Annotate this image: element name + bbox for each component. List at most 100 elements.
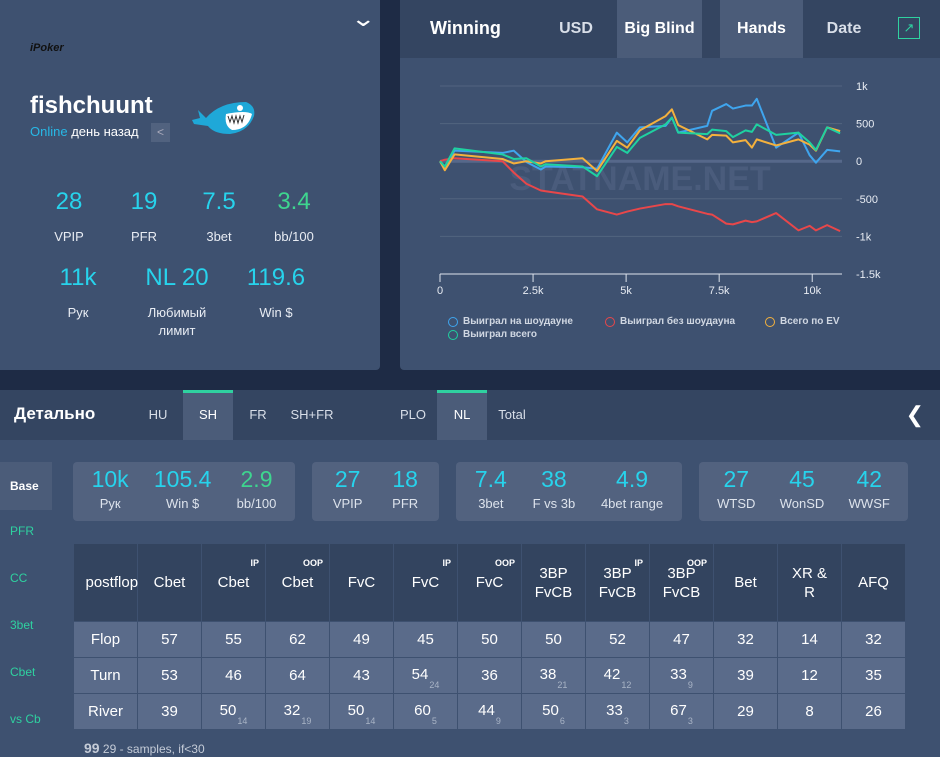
tab-hands[interactable]: Hands bbox=[720, 0, 803, 58]
y-tick-label: 1k bbox=[856, 81, 868, 93]
column-header: Cbet IP bbox=[201, 543, 266, 622]
column-header: 3BP FvCB OOP bbox=[649, 543, 714, 622]
legend-non-showdown[interactable]: Выиграл без шоудауна bbox=[605, 316, 735, 327]
side-tab-pfr[interactable]: PFR bbox=[10, 524, 34, 538]
tab-big-blind[interactable]: Big Blind bbox=[617, 0, 702, 58]
table-cell: 55 bbox=[201, 621, 266, 658]
table-cell: 673 bbox=[649, 693, 714, 730]
table-cell: 5014 bbox=[201, 693, 266, 730]
online-status: Online день назад bbox=[30, 124, 139, 139]
table-cell: 35 bbox=[841, 657, 906, 694]
x-tick-label: 0 bbox=[437, 285, 443, 297]
table-cell: 64 bbox=[265, 657, 330, 694]
stat-3bet: 7.5 3bet bbox=[202, 188, 236, 244]
table-cell: 50 bbox=[521, 621, 586, 658]
table-cell: 29 bbox=[713, 693, 778, 730]
card-showdown: 27 WTSD 45 WonSD 42 WWSF bbox=[699, 462, 908, 521]
table-cell: 39 bbox=[137, 693, 202, 730]
table-cell: 506 bbox=[521, 693, 586, 730]
profile-panel: ⌄ iPoker fishchuunt Online день назад < … bbox=[0, 0, 380, 370]
column-header: FvC OOP bbox=[457, 543, 522, 622]
legend-ev[interactable]: Всего по EV bbox=[765, 316, 840, 327]
table-cell: 52 bbox=[585, 621, 650, 658]
x-tick-label: 10k bbox=[803, 285, 821, 297]
postflop-table: postflop Cbet Cbet IP Cbet OOP FvC FvC IP FvC OOP 3… bbox=[73, 543, 906, 730]
series-line-2 bbox=[439, 108, 841, 172]
table-cell: 49 bbox=[329, 621, 394, 658]
column-header: 3BP FvCB IP bbox=[585, 543, 650, 622]
table-cell: 57 bbox=[137, 621, 202, 658]
online-label: Online bbox=[30, 124, 68, 139]
chart-header: Winning USD Big Blind Hands Date ↗ bbox=[400, 0, 940, 58]
stat-pfr: 19 PFR bbox=[130, 188, 158, 244]
table-cell: 8 bbox=[777, 693, 842, 730]
table-row: River 39 5014 3219 5014 605 449 506 333 673 29 8 26 bbox=[73, 693, 906, 730]
column-header: AFQ bbox=[841, 543, 906, 622]
table-row: Turn 53 46 64 43 5424 36 3821 4212 339 39 12 35 bbox=[73, 657, 906, 694]
tab-sh[interactable]: SH bbox=[183, 390, 233, 440]
series-line-3 bbox=[439, 116, 841, 178]
side-tab-cc[interactable]: CC bbox=[10, 571, 28, 585]
table-cell: 333 bbox=[585, 693, 650, 730]
stat-hands: 11k Рук bbox=[59, 264, 97, 320]
column-header: Cbet bbox=[137, 543, 202, 622]
y-tick-label: -1k bbox=[856, 231, 872, 243]
legend-total[interactable]: Выиграл всего bbox=[448, 329, 537, 340]
expand-icon[interactable]: ↗ bbox=[898, 17, 920, 39]
column-header: FvC IP bbox=[393, 543, 458, 622]
tab-hu[interactable]: HU bbox=[148, 407, 168, 422]
table-cell: 5014 bbox=[329, 693, 394, 730]
legend-showdown[interactable]: Выиграл на шоудауне bbox=[448, 316, 573, 327]
series-line-1 bbox=[439, 157, 841, 233]
tab-fr[interactable]: FR bbox=[249, 407, 267, 422]
x-tick-label: 2.5k bbox=[523, 285, 544, 297]
table-cell: 46 bbox=[201, 657, 266, 694]
side-tab-base[interactable]: Base bbox=[0, 462, 52, 510]
table-cell: 3219 bbox=[265, 693, 330, 730]
table-row: Flop 57 55 62 49 45 50 50 52 47 32 14 32 bbox=[73, 621, 906, 658]
tab-usd[interactable]: USD bbox=[559, 20, 593, 37]
detail-title: Детально bbox=[14, 404, 96, 423]
table-cell: 32 bbox=[713, 621, 778, 658]
tab-total[interactable]: Total bbox=[498, 407, 526, 422]
table-cell: 32 bbox=[841, 621, 906, 658]
column-header: 3BP FvCB bbox=[521, 543, 586, 622]
table-cell: 14 bbox=[777, 621, 842, 658]
share-icon[interactable]: < bbox=[151, 123, 170, 142]
table-cell: Turn bbox=[73, 657, 138, 694]
table-cell: 50 bbox=[457, 621, 522, 658]
table-cell: 605 bbox=[393, 693, 458, 730]
side-tab-3bet[interactable]: 3bet bbox=[10, 618, 34, 632]
side-tab-cbet[interactable]: Cbet bbox=[10, 665, 36, 679]
chevron-left-icon[interactable]: ❮ bbox=[905, 402, 924, 427]
column-header: postflop bbox=[73, 543, 138, 622]
stat-vpip: 28 VPIP bbox=[54, 188, 84, 244]
y-tick-label: 500 bbox=[856, 119, 874, 131]
detail-panel: Детально HU SH FR SH+FR PLO NL Total ❮ B… bbox=[0, 390, 940, 757]
stat-bb100: 3.4 bb/100 bbox=[274, 188, 314, 244]
table-cell: 449 bbox=[457, 693, 522, 730]
table-cell: 5424 bbox=[393, 657, 458, 694]
y-tick-label: -1.5k bbox=[856, 269, 881, 281]
column-header: XR & R bbox=[777, 543, 842, 622]
side-tab-vs-cb[interactable]: vs Cb bbox=[10, 712, 41, 726]
x-tick-label: 7.5k bbox=[709, 285, 730, 297]
tab-plo[interactable]: PLO bbox=[399, 407, 426, 422]
table-cell: 3821 bbox=[521, 657, 586, 694]
x-tick-label: 5k bbox=[620, 285, 632, 297]
chart-title: Winning bbox=[430, 18, 501, 38]
table-cell: 26 bbox=[841, 693, 906, 730]
collapse-chevron-icon[interactable]: ⌄ bbox=[349, 6, 376, 31]
tab-sh-fr[interactable]: SH+FR bbox=[290, 407, 334, 422]
table-cell: 45 bbox=[393, 621, 458, 658]
chart-panel: Winning USD Big Blind Hands Date ↗ STATN… bbox=[400, 0, 940, 370]
player-name: fishchuunt bbox=[30, 92, 153, 119]
tab-date[interactable]: Date bbox=[826, 20, 862, 37]
tab-nl[interactable]: NL bbox=[437, 390, 487, 440]
table-cell: 43 bbox=[329, 657, 394, 694]
table-cell: 36 bbox=[457, 657, 522, 694]
table-cell: 47 bbox=[649, 621, 714, 658]
card-preflop: 27 VPIP 18 PFR bbox=[312, 462, 439, 521]
table-cell: 62 bbox=[265, 621, 330, 658]
table-cell: 339 bbox=[649, 657, 714, 694]
